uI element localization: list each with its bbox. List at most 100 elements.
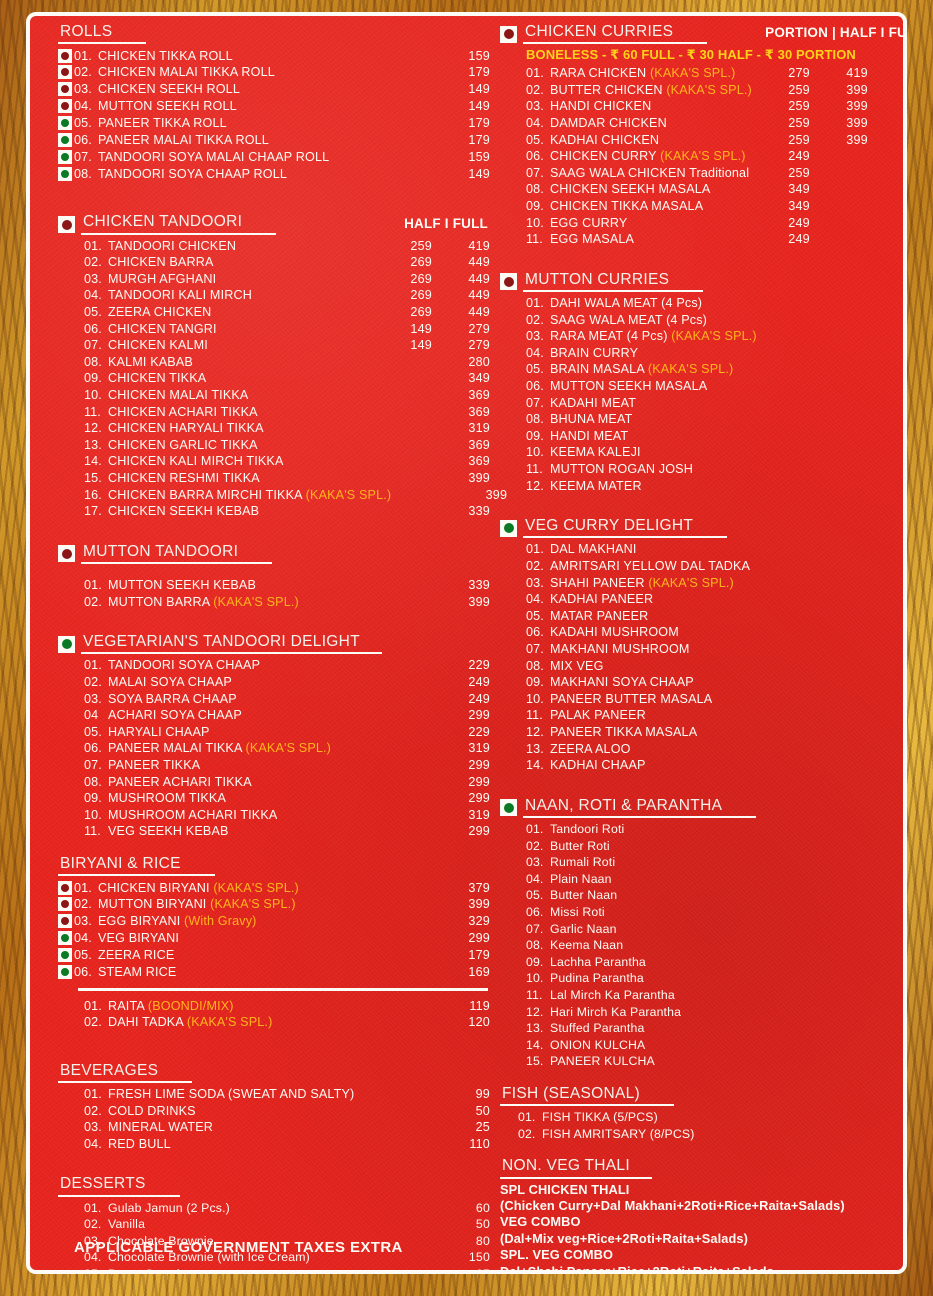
- item-price: 419: [884, 444, 903, 461]
- veg-icon: [58, 930, 74, 947]
- item-name: CHICKEN TANGRI: [108, 321, 217, 336]
- menu-item-row: 12. PANEER TIKKA MASALA 289: [526, 724, 903, 741]
- item-price-half: 399: [846, 99, 868, 114]
- item-name: EGG BIRYANI (With Gravy): [98, 914, 257, 929]
- item-price: 25: [884, 854, 903, 871]
- item-index: 02.: [526, 559, 544, 574]
- menu-item-row: 06. CHICKEN TANGRI 149 279: [84, 321, 490, 338]
- menu-item-row: 06. MUTTON SEEKH MASALA 349: [526, 378, 903, 395]
- item-price: 249: [468, 691, 490, 706]
- menu-item-row: 05. BRAIN MASALA (KAKA'S SPL.) 419: [526, 361, 903, 378]
- menu-item-row: 06. KADAHI MUSHROOM 269: [526, 624, 903, 641]
- section-rolls: ROLLS 01. CHICKEN TIKKA ROLL 159 02. CHICKEN…: [58, 23, 490, 183]
- item-price-full: 449: [468, 288, 490, 303]
- section-fish: FISH (SEASONAL) 01. FISH TIKKA (5/PCS) 449…: [500, 1085, 903, 1143]
- item-index: 16.: [84, 487, 102, 502]
- item-price-full: 279: [468, 321, 490, 336]
- veg-icon: [58, 166, 74, 183]
- spacer: [500, 250, 903, 272]
- item-name: MUTTON SEEKH MASALA: [550, 379, 708, 394]
- section-header-thali: NON. VEG THALI: [500, 1158, 903, 1179]
- item-name: KEEMA KALEJI: [550, 445, 641, 460]
- menu-item-row: 01. Gulab Jamun (2 Pcs.) 60: [84, 1200, 490, 1217]
- item-price-portion: 259: [788, 99, 810, 114]
- item-price: 149: [468, 82, 490, 97]
- item-name: RARA CHICKEN (KAKA'S SPL.): [550, 66, 736, 81]
- item-price-portion: 249: [788, 149, 810, 164]
- item-price-full: 639: [868, 82, 903, 99]
- item-name: BRAIN MASALA (KAKA'S SPL.): [550, 362, 734, 377]
- item-index: 02.: [526, 82, 544, 97]
- item-name: DAHI WALA MEAT (4 Pcs): [550, 296, 703, 311]
- menu-item-row: 07. PANEER TIKKA 299: [84, 757, 490, 774]
- item-index: 09.: [84, 791, 102, 806]
- item-name: ZEERA RICE: [98, 948, 175, 963]
- menu-item-row: 03. CHICKEN SEEKH ROLL 149: [58, 81, 490, 98]
- menu-item-row: 04. DAMDAR CHICKEN 259 399619: [526, 115, 903, 132]
- item-index: 12.: [526, 478, 544, 493]
- item-name: HANDI MEAT: [550, 428, 629, 443]
- section-mutton-curries: MUTTON CURRIES 01. DAHI WALA MEAT (4 Pcs)…: [500, 271, 903, 494]
- menu-item-row: 06. CHICKEN CURRY (KAKA'S SPL.) 249: [526, 148, 903, 165]
- item-name: Vanilla: [108, 1217, 146, 1232]
- menu-item-row: 14. KADHAI CHAAP 249: [526, 757, 903, 774]
- item-index: 02.: [84, 594, 102, 609]
- item-name: MATAR PANEER: [550, 608, 649, 623]
- veg-icon: [500, 519, 517, 537]
- menu-item-row: 02. FISH AMRITSARY (8/PCS) 449: [518, 1126, 903, 1143]
- item-index: 05.: [84, 724, 102, 739]
- section-biryani-rice: BIRYANI & RICE 01. CHICKEN BIRYANI (KAKA'…: [58, 855, 490, 1031]
- menu-item-row: 02. CHICKEN MALAI TIKKA ROLL 179: [58, 64, 490, 81]
- menu-item-row: 11. Lal Mirch Ka Parantha 49: [526, 987, 903, 1004]
- item-index: 06.: [84, 741, 102, 756]
- item-index: 10.: [526, 691, 544, 706]
- item-index: 14.: [526, 1037, 544, 1052]
- item-index: 07.: [526, 395, 544, 410]
- item-name: FRESH LIME SODA (SWEAT AND SALTY): [108, 1087, 355, 1102]
- item-index: 10.: [84, 807, 102, 822]
- item-price: 199: [884, 937, 903, 954]
- menu-item-row: 10. KEEMA KALEJI 419: [526, 444, 903, 461]
- item-index: 02.: [84, 1217, 102, 1232]
- menu-item-row: 14. ONION KULCHA 99: [526, 1037, 903, 1054]
- item-index: 10.: [526, 215, 544, 230]
- item-price: 289: [884, 724, 903, 741]
- item-index: 10.: [84, 388, 102, 402]
- item-index: 12.: [526, 724, 544, 739]
- item-index: 15.: [526, 1054, 544, 1069]
- item-price-half: 269: [410, 305, 432, 320]
- spacer: [58, 842, 490, 856]
- section-header-naan-roti: NAAN, ROTI & PARANTHA: [500, 797, 903, 819]
- item-index: 05.: [84, 305, 102, 320]
- item-price-full: 369: [468, 404, 490, 419]
- item-price: 49: [884, 871, 903, 888]
- menu-item-row: 05. Butter Naan 59: [526, 887, 903, 904]
- item-price-full: 619: [868, 132, 903, 149]
- section-header-chicken-curries: CHICKEN CURRIES: [500, 23, 903, 45]
- item-index: 02.: [84, 1103, 102, 1118]
- item-name: CHICKEN CURRY (KAKA'S SPL.): [550, 149, 746, 164]
- menu-item-row: 03. EGG BIRYANI (With Gravy) 329: [58, 913, 490, 930]
- item-price-full: 369: [468, 454, 490, 469]
- item-index: 14.: [526, 758, 544, 773]
- item-name: Hari Mirch Ka Parantha: [550, 1004, 682, 1019]
- item-name: MALAI SOYA CHAAP: [108, 675, 232, 690]
- item-price: 99: [884, 1020, 903, 1037]
- item-price: 229: [884, 741, 903, 758]
- menu-item-row: 09. CHICKEN TIKKA 349: [84, 370, 490, 387]
- item-price: 249: [884, 674, 903, 691]
- menu-item-row: 04. TANDOORI KALI MIRCH 269 449: [84, 287, 490, 304]
- menu-item-row: 02. AMRITSARI YELLOW DAL TADKA 229: [526, 558, 903, 575]
- item-name: MUSHROOM TIKKA: [108, 791, 227, 806]
- item-index: 03.: [84, 691, 102, 706]
- item-index: 05.: [74, 116, 92, 131]
- item-index: 08.: [84, 354, 102, 369]
- item-name: CHICKEN SEEKH MASALA: [550, 182, 711, 197]
- left-column: ROLLS 01. CHICKEN TIKKA ROLL 159 02. CHICKEN…: [40, 23, 507, 1270]
- section-chicken-curries: CHICKEN CURRIES PORTION | HALF I FULL BO…: [500, 23, 903, 248]
- item-name: Missi Roti: [550, 905, 605, 919]
- item-name: KADHAI CHAAP: [550, 758, 646, 773]
- item-index: 09.: [526, 199, 544, 214]
- price-column-header: HALF I FULL: [404, 216, 488, 232]
